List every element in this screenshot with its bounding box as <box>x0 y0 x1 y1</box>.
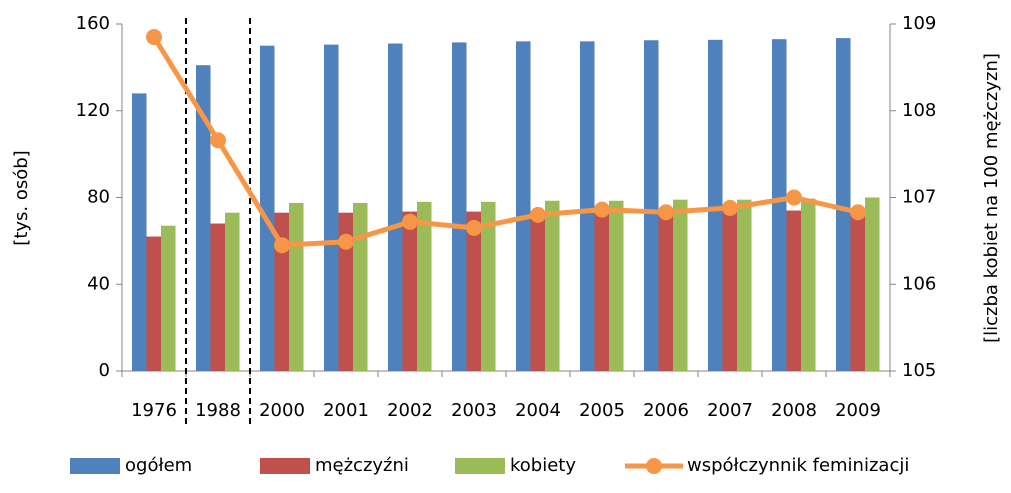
bar <box>516 41 531 371</box>
bar <box>161 225 176 371</box>
y-tick-label: 160 <box>76 13 110 34</box>
bar <box>658 211 673 371</box>
x-tick-label: 1988 <box>195 400 241 421</box>
x-tick-label: 2005 <box>579 400 625 421</box>
bar <box>786 210 801 371</box>
bar <box>530 211 545 371</box>
bar <box>644 40 659 371</box>
y2-tick-label: 106 <box>902 273 936 294</box>
line-marker <box>210 132 226 149</box>
bar <box>225 212 240 371</box>
y2-tick-label: 108 <box>902 100 936 121</box>
bar <box>673 199 688 371</box>
bar <box>466 211 481 371</box>
x-tick-label: 2000 <box>259 400 305 421</box>
x-tick-label: 2007 <box>707 400 753 421</box>
line-marker <box>466 219 482 236</box>
legend-label: ogółem <box>125 455 192 476</box>
bar <box>801 198 816 371</box>
bar <box>772 39 787 372</box>
bar <box>708 39 723 371</box>
x-tick-label: 2003 <box>451 400 497 421</box>
bar <box>865 197 880 371</box>
bar <box>338 212 353 371</box>
x-tick-label: 2004 <box>515 400 561 421</box>
x-tick-label: 1976 <box>131 400 177 421</box>
y2-tick-label: 109 <box>902 13 936 34</box>
legend-swatch <box>455 458 505 474</box>
bar <box>452 42 467 371</box>
legend-swatch <box>70 458 120 474</box>
legend-label: kobiety <box>510 455 576 476</box>
y2-tick-label: 105 <box>902 360 936 381</box>
bar <box>594 211 609 371</box>
bar <box>210 223 225 371</box>
legend-label: współczynnik feminizacji <box>687 455 909 476</box>
line-marker <box>594 201 610 218</box>
y2-tick-label: 107 <box>902 187 936 208</box>
line-marker <box>338 233 354 250</box>
y2-axis-label: [liczba kobiet na 100 mężczyzn] <box>981 53 1002 343</box>
y-tick-label: 0 <box>99 360 110 381</box>
bar <box>388 43 403 372</box>
bar <box>580 41 595 371</box>
line-marker <box>850 204 866 221</box>
x-tick-label: 2001 <box>323 400 369 421</box>
y-tick-label: 120 <box>76 100 110 121</box>
bar <box>402 211 417 371</box>
bar <box>545 200 560 371</box>
line-marker <box>402 213 418 230</box>
line-marker <box>146 29 162 46</box>
line-marker <box>274 237 290 254</box>
x-tick-label: 2008 <box>771 400 817 421</box>
bar <box>481 201 496 371</box>
legend-marker <box>646 458 662 474</box>
line-marker <box>786 189 802 206</box>
bar <box>417 201 432 371</box>
bar <box>146 236 161 371</box>
bar <box>196 65 211 372</box>
line-marker <box>722 199 738 216</box>
x-tick-label: 2006 <box>643 400 689 421</box>
y-axis-label: [tys. osób] <box>11 150 32 245</box>
legend-label: mężczyźni <box>315 455 409 476</box>
bar <box>132 93 147 372</box>
x-tick-label: 2002 <box>387 400 433 421</box>
y-tick-label: 80 <box>87 187 110 208</box>
bar <box>850 210 865 371</box>
bar <box>324 44 339 372</box>
x-tick-label: 2009 <box>835 400 881 421</box>
y-tick-label: 40 <box>87 273 110 294</box>
line <box>151 35 859 248</box>
bar <box>722 210 737 371</box>
bar <box>260 45 275 371</box>
line-marker <box>530 206 546 223</box>
bar <box>836 38 851 372</box>
bar <box>353 202 368 371</box>
bar <box>609 200 624 371</box>
bar <box>737 199 752 371</box>
line-marker <box>658 204 674 221</box>
bar <box>289 202 304 371</box>
legend-swatch <box>260 458 310 474</box>
